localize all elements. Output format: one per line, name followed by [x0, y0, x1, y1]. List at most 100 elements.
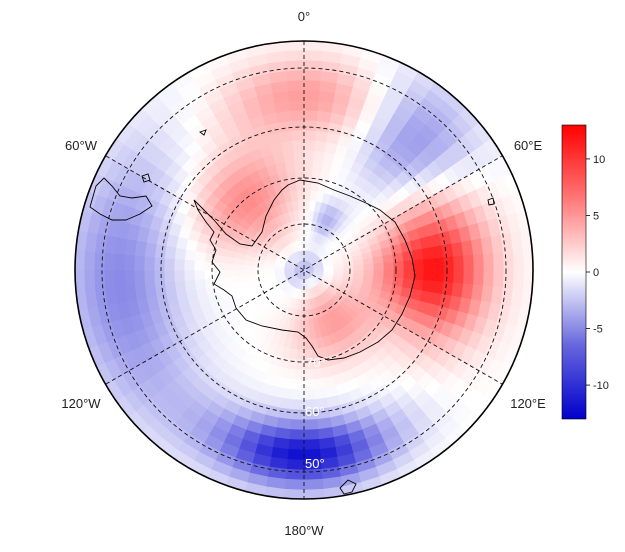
field-cell	[512, 269, 525, 290]
field-cell	[285, 59, 305, 72]
field-cell	[282, 498, 305, 499]
field-cell	[303, 79, 321, 92]
field-cell	[383, 269, 395, 279]
field-cell	[297, 199, 305, 211]
field-cell	[293, 149, 305, 161]
field-cell	[123, 269, 135, 287]
field-cell	[423, 269, 435, 282]
field-cell	[290, 119, 305, 131]
field-cell	[303, 478, 324, 491]
field-cell	[193, 269, 205, 280]
field-cell	[421, 280, 434, 293]
field-cell	[204, 277, 216, 288]
field-cell	[314, 387, 327, 400]
field-cell	[492, 269, 505, 288]
field-cell	[103, 269, 116, 288]
lon-label-180w: 180°W	[284, 523, 324, 538]
field-cell	[75, 269, 86, 291]
field-cell	[294, 159, 305, 171]
lon-label-60e: 60°E	[514, 138, 543, 153]
field-cell	[143, 255, 155, 271]
field-cell	[303, 149, 315, 161]
colorbar-gradient	[561, 124, 587, 420]
field-cell	[382, 254, 395, 264]
field-cell	[463, 254, 475, 271]
field-cell	[163, 269, 175, 283]
field-cell	[431, 280, 444, 295]
field-cell	[223, 269, 235, 278]
field-cell	[103, 252, 116, 271]
colorbar-tick-label: -10	[593, 380, 609, 392]
colorbar-ticks: 10 5 0 -5 -10	[586, 154, 609, 392]
field-cell	[75, 248, 76, 271]
anomaly-field	[75, 41, 533, 499]
field-cell	[363, 263, 375, 271]
field-cell	[299, 219, 305, 231]
field-cell	[393, 269, 405, 280]
field-cell	[313, 377, 326, 390]
field-cell	[303, 139, 316, 151]
field-cell	[343, 265, 355, 271]
lat-label-70: 70°	[306, 355, 326, 370]
field-cell	[292, 139, 305, 151]
field-cell	[453, 255, 465, 271]
field-cell	[473, 269, 485, 287]
field-cell	[288, 99, 305, 111]
field-cell	[314, 140, 327, 153]
field-cell	[83, 250, 96, 271]
field-cell	[284, 478, 305, 491]
field-cell	[113, 269, 126, 287]
field-cell	[294, 169, 305, 181]
antarctica-coastline	[193, 179, 416, 361]
field-cell	[263, 269, 275, 274]
field-cell	[303, 299, 308, 311]
field-cell	[279, 397, 294, 410]
field-cell	[443, 269, 455, 284]
field-cell	[333, 266, 345, 271]
field-cell	[303, 419, 319, 431]
field-cell	[353, 264, 365, 271]
field-cell	[303, 329, 311, 341]
lon-label-0: 0°	[298, 9, 310, 24]
field-cell	[421, 247, 434, 260]
field-cell	[303, 169, 314, 181]
field-cell	[296, 189, 305, 201]
field-cell	[300, 229, 305, 241]
field-cell	[287, 448, 305, 461]
colorbar-tick-label: 5	[593, 210, 599, 222]
field-cell	[174, 280, 187, 293]
field-cell	[184, 279, 197, 292]
field-cell	[183, 259, 195, 271]
field-cell	[285, 468, 305, 481]
field-cell	[303, 89, 321, 101]
field-cell	[423, 258, 435, 271]
field-cell	[303, 309, 309, 321]
field-cell	[75, 249, 86, 271]
field-cell	[532, 269, 533, 292]
field-cell	[291, 129, 305, 141]
field-cell	[473, 253, 485, 271]
lat-label-50: 50°	[305, 456, 325, 471]
map-boundary	[74, 40, 534, 500]
field-cell	[286, 458, 305, 471]
field-cell	[303, 109, 319, 121]
field-cell	[281, 140, 294, 153]
field-cell	[289, 109, 305, 121]
field-cell	[173, 258, 185, 271]
field-cell	[298, 209, 305, 221]
lon-label-120e: 120°E	[510, 396, 546, 411]
field-cell	[482, 269, 495, 287]
field-cell	[492, 252, 505, 271]
new-zealand-fragment	[339, 479, 357, 495]
field-cell	[303, 439, 321, 451]
field-cell	[303, 129, 317, 141]
field-cell	[502, 251, 515, 271]
field-cell	[143, 269, 155, 285]
field-cell	[233, 269, 245, 277]
field-cell	[223, 275, 236, 285]
field-cell	[286, 69, 305, 82]
colorbar-tick-label: 0	[593, 267, 599, 279]
field-cell	[133, 254, 145, 271]
field-cell	[413, 259, 425, 271]
field-cell	[522, 269, 533, 291]
